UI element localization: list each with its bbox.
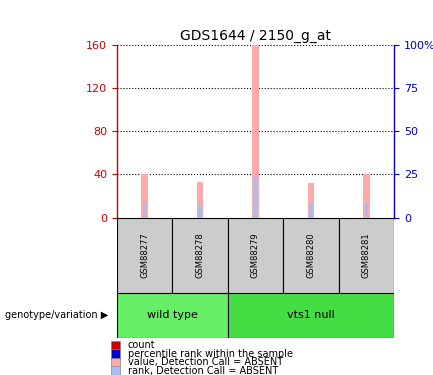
Bar <box>228 292 394 338</box>
Bar <box>252 45 259 218</box>
Bar <box>309 204 313 218</box>
Text: genotype/variation ▶: genotype/variation ▶ <box>5 310 108 320</box>
Text: value, Detection Call = ABSENT: value, Detection Call = ABSENT <box>128 357 283 368</box>
Bar <box>365 202 368 217</box>
Text: rank, Detection Call = ABSENT: rank, Detection Call = ABSENT <box>128 366 278 375</box>
Bar <box>143 202 146 217</box>
Bar <box>198 205 202 218</box>
Bar <box>117 292 228 338</box>
Bar <box>339 217 394 292</box>
Text: count: count <box>128 340 155 351</box>
Bar <box>112 349 120 358</box>
Bar <box>112 358 120 367</box>
Bar <box>141 174 148 217</box>
Bar <box>112 341 120 350</box>
Bar <box>112 366 120 375</box>
Text: GSM88277: GSM88277 <box>140 232 149 278</box>
Text: GSM88281: GSM88281 <box>362 232 371 278</box>
Bar <box>307 183 314 218</box>
Bar <box>197 182 204 218</box>
Bar <box>363 174 370 217</box>
Title: GDS1644 / 2150_g_at: GDS1644 / 2150_g_at <box>180 28 331 43</box>
Text: percentile rank within the sample: percentile rank within the sample <box>128 349 293 359</box>
Bar <box>283 217 339 292</box>
Text: GSM88278: GSM88278 <box>196 232 204 278</box>
Bar <box>117 217 172 292</box>
Bar <box>172 217 228 292</box>
Text: vts1 null: vts1 null <box>287 310 335 320</box>
Text: wild type: wild type <box>147 310 198 320</box>
Text: GSM88280: GSM88280 <box>307 232 315 278</box>
Text: GSM88279: GSM88279 <box>251 232 260 278</box>
Bar <box>228 217 283 292</box>
Bar <box>254 177 257 218</box>
